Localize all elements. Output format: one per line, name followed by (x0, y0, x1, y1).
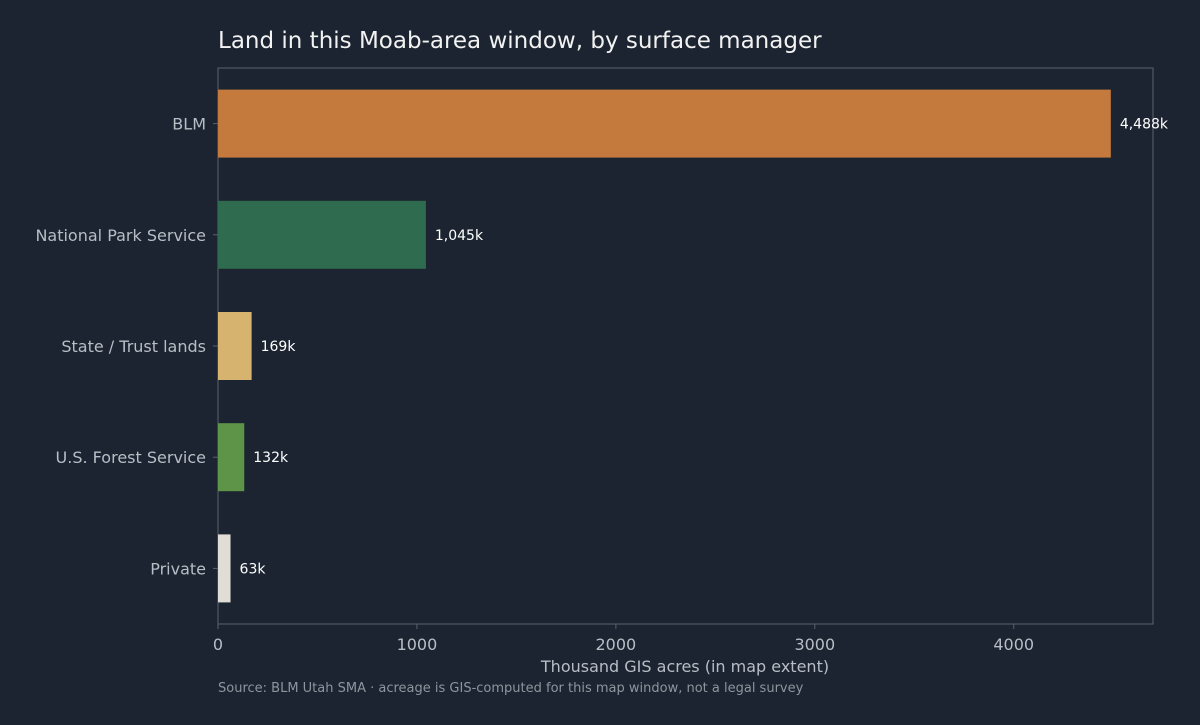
y-axis: BLM National Park Service State / Trust la… (35, 115, 218, 578)
bar-value-label: 63k (240, 561, 267, 577)
bar (218, 423, 245, 492)
x-tick-label: 0 (213, 635, 223, 654)
bar (218, 534, 231, 603)
y-tick-label: Private (150, 559, 206, 578)
bar (218, 200, 426, 269)
x-axis-label: Thousand GIS acres (in map extent) (540, 657, 829, 676)
bar-value-label: 132k (253, 450, 289, 466)
bars-group: 4,488k 1,045k 169k 132k 63k (218, 89, 1169, 603)
x-axis: 0 1000 2000 3000 4000 (213, 624, 1034, 654)
x-tick-label: 2000 (596, 635, 637, 654)
bar-value-label: 1,045k (435, 228, 484, 244)
bar-value-label: 4,488k (1120, 117, 1169, 133)
x-tick-label: 1000 (397, 635, 438, 654)
bar (218, 312, 252, 380)
y-tick-label: BLM (172, 115, 206, 134)
y-tick-label: State / Trust lands (61, 337, 206, 356)
chart-title: Land in this Moab-area window, by surfac… (218, 28, 822, 54)
x-tick-label: 4000 (993, 635, 1034, 654)
y-tick-label: National Park Service (35, 226, 206, 245)
x-tick-label: 3000 (794, 635, 835, 654)
source-note: Source: BLM Utah SMA · acreage is GIS-co… (218, 681, 804, 696)
bar (218, 89, 1111, 158)
bar-value-label: 169k (261, 339, 297, 355)
y-tick-label: U.S. Forest Service (56, 448, 206, 467)
